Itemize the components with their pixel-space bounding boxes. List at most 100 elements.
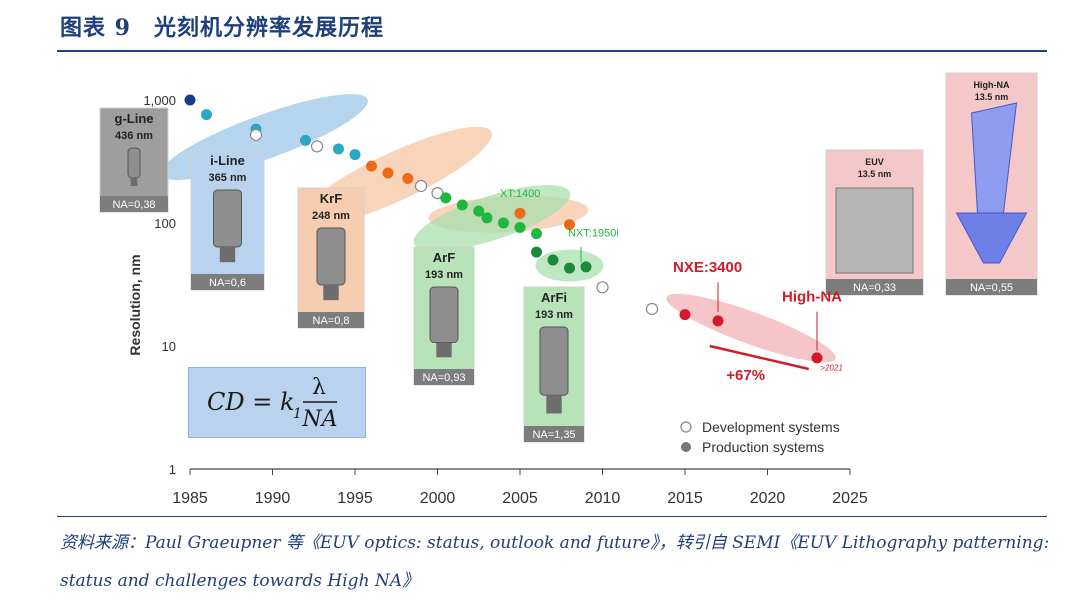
box-label-krf: KrF	[320, 191, 342, 206]
box-wavelength-euv: 13.5 nm	[858, 169, 892, 179]
y-tick-label-3: 1,000	[143, 93, 176, 108]
point-arf-2	[473, 205, 485, 217]
x-tick-label-2000: 2000	[420, 490, 456, 507]
x-tick-label-1990: 1990	[255, 490, 291, 507]
formula-numerator: λ	[312, 375, 326, 400]
lens-tip-g-line	[130, 178, 138, 186]
x-tick-label-2010: 2010	[585, 490, 621, 507]
point-arfi-2	[564, 262, 575, 274]
point-arf-0	[440, 192, 452, 204]
callout-gt2021: >2021	[820, 364, 842, 373]
y-tick-label-0: 1	[169, 462, 176, 477]
source-rule	[57, 516, 1047, 517]
point-i-line-3	[300, 134, 311, 146]
box-na-bar-euv	[826, 279, 923, 295]
lens-body-arfi	[539, 326, 569, 396]
point-arfi-3	[580, 261, 592, 273]
box-label-arfi: ArFi	[541, 290, 567, 305]
euv-machine-illustration	[835, 187, 914, 274]
formula-subscript: 1	[293, 406, 302, 422]
point-krf-3	[414, 179, 428, 193]
cd-formula: CD = k 1 λ NA	[207, 375, 338, 432]
callout-nxe3400: NXE:3400	[673, 259, 742, 276]
point-i-line-0	[201, 109, 212, 121]
box-wavelength-i-line: 365 nm	[209, 172, 247, 184]
point-i-line-6	[349, 149, 361, 161]
point-i-line-5	[333, 143, 344, 155]
arrow-plus67	[709, 344, 810, 371]
box-wavelength-arfi: 193 nm	[535, 309, 573, 321]
legend-filled-marker	[681, 442, 691, 452]
point-euv-1	[679, 309, 691, 321]
point-arf-6	[531, 228, 542, 240]
box-label-euv: EUV	[865, 157, 884, 167]
point-krf-2	[402, 173, 414, 185]
y-axis-label: Resolution, nm	[127, 254, 143, 355]
point-krf-5	[514, 207, 526, 219]
point-arfi-1	[547, 254, 559, 266]
formula-lhs: CD = k	[207, 388, 295, 416]
box-na-bar-krf	[298, 312, 364, 328]
x-tick-label-2020: 2020	[750, 490, 786, 507]
lens-tip-arf	[436, 342, 452, 358]
point-arfi-4	[596, 281, 609, 294]
lens-body-arf	[429, 286, 459, 343]
lens-body-krf	[316, 227, 346, 286]
box-label-arf: ArF	[433, 250, 455, 265]
point-i-line-2	[249, 128, 263, 142]
box-na-bar-g-line	[100, 196, 168, 212]
callout-xt1400: XT:1400	[500, 188, 540, 200]
y-tick-label-2: 100	[154, 216, 176, 231]
box-wavelength-krf: 248 nm	[312, 210, 350, 222]
box-na-arfi: NA=1,35	[532, 429, 575, 441]
point-krf-0	[366, 160, 377, 172]
box-label-g-line: g-Line	[115, 111, 154, 126]
point-g-line-0	[184, 94, 196, 106]
point-krf-1	[382, 167, 394, 179]
point-arfi-0	[531, 246, 542, 258]
box-na-bar-arfi	[524, 426, 584, 442]
box-na-g-line: NA=0,38	[112, 199, 155, 211]
callout-high-na: High-NA	[782, 289, 842, 306]
lens-body-i-line	[213, 189, 242, 248]
x-tick-label-1995: 1995	[337, 490, 373, 507]
box-na-krf: NA=0,8	[313, 315, 350, 327]
box-na-i-line: NA=0,6	[209, 277, 246, 289]
point-arf-4	[498, 217, 509, 229]
callout-nxt1950i: NXT:1950i	[568, 227, 619, 239]
point-euv-3	[811, 352, 823, 364]
legend-open-marker	[680, 421, 692, 433]
x-tick-label-2015: 2015	[667, 490, 703, 507]
formula-denominator: NA	[301, 407, 337, 432]
box-na-bar-high-na	[946, 279, 1037, 295]
legend-production: Production systems	[702, 439, 824, 455]
resolution-chart: g-Line 436 nm NA=0,38 i-Line 365 nm NA=0,6 KrF…	[99, 72, 1038, 507]
point-euv-2	[712, 315, 724, 327]
y-tick-label-1: 10	[162, 339, 176, 354]
box-wavelength-high-na: 13.5 nm	[975, 92, 1009, 102]
x-tick-label-2025: 2025	[832, 490, 868, 507]
point-arf-5	[514, 221, 526, 233]
point-arf-1	[456, 199, 468, 211]
title-rule	[57, 50, 1047, 52]
box-na-arf: NA=0,93	[422, 372, 465, 384]
point-arf-3	[481, 212, 493, 224]
legend-development: Development systems	[702, 419, 840, 435]
box-na-bar-arf	[414, 369, 474, 385]
source-note: 资料来源：Paul Graeupner 等《EUV optics: status…	[60, 533, 1050, 591]
figure-title: 图表 9 光刻机分辨率发展历程	[60, 15, 384, 41]
box-wavelength-arf: 193 nm	[425, 269, 463, 281]
box-wavelength-g-line: 436 nm	[115, 130, 153, 142]
x-tick-label-2005: 2005	[502, 490, 538, 507]
lens-tip-krf	[323, 285, 339, 301]
box-na-bar-i-line	[191, 274, 264, 290]
lens-tip-arfi	[546, 395, 562, 414]
point-krf-4	[431, 187, 444, 200]
box-label-i-line: i-Line	[210, 153, 245, 168]
formula-box: CD = k 1 λ NA	[188, 367, 366, 438]
box-na-high-na: NA=0,55	[970, 282, 1013, 294]
lens-tip-i-line	[219, 247, 236, 263]
point-euv-0	[645, 302, 659, 316]
era-band-5	[666, 293, 836, 363]
point-i-line-4	[310, 140, 324, 153]
